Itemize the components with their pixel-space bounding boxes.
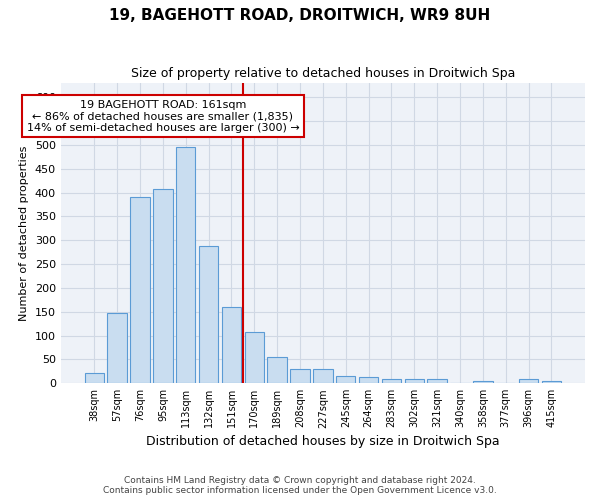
Text: Contains HM Land Registry data © Crown copyright and database right 2024.
Contai: Contains HM Land Registry data © Crown c… [103, 476, 497, 495]
Bar [336, 376, 355, 383]
Y-axis label: Number of detached properties: Number of detached properties [19, 146, 29, 321]
Bar [222, 307, 241, 383]
Bar [130, 198, 150, 383]
Title: Size of property relative to detached houses in Droitwich Spa: Size of property relative to detached ho… [131, 68, 515, 80]
Bar [268, 358, 287, 383]
X-axis label: Distribution of detached houses by size in Droitwich Spa: Distribution of detached houses by size … [146, 434, 500, 448]
Bar [290, 369, 310, 383]
Bar [199, 246, 218, 383]
Bar [473, 381, 493, 383]
Bar [542, 381, 561, 383]
Text: 19, BAGEHOTT ROAD, DROITWICH, WR9 8UH: 19, BAGEHOTT ROAD, DROITWICH, WR9 8UH [109, 8, 491, 22]
Bar [107, 312, 127, 383]
Bar [176, 148, 196, 383]
Bar [313, 369, 332, 383]
Bar [519, 380, 538, 383]
Bar [85, 372, 104, 383]
Bar [382, 379, 401, 383]
Bar [245, 332, 264, 383]
Text: 19 BAGEHOTT ROAD: 161sqm
← 86% of detached houses are smaller (1,835)
14% of sem: 19 BAGEHOTT ROAD: 161sqm ← 86% of detach… [26, 100, 299, 133]
Bar [359, 376, 379, 383]
Bar [427, 380, 447, 383]
Bar [404, 380, 424, 383]
Bar [153, 189, 173, 383]
